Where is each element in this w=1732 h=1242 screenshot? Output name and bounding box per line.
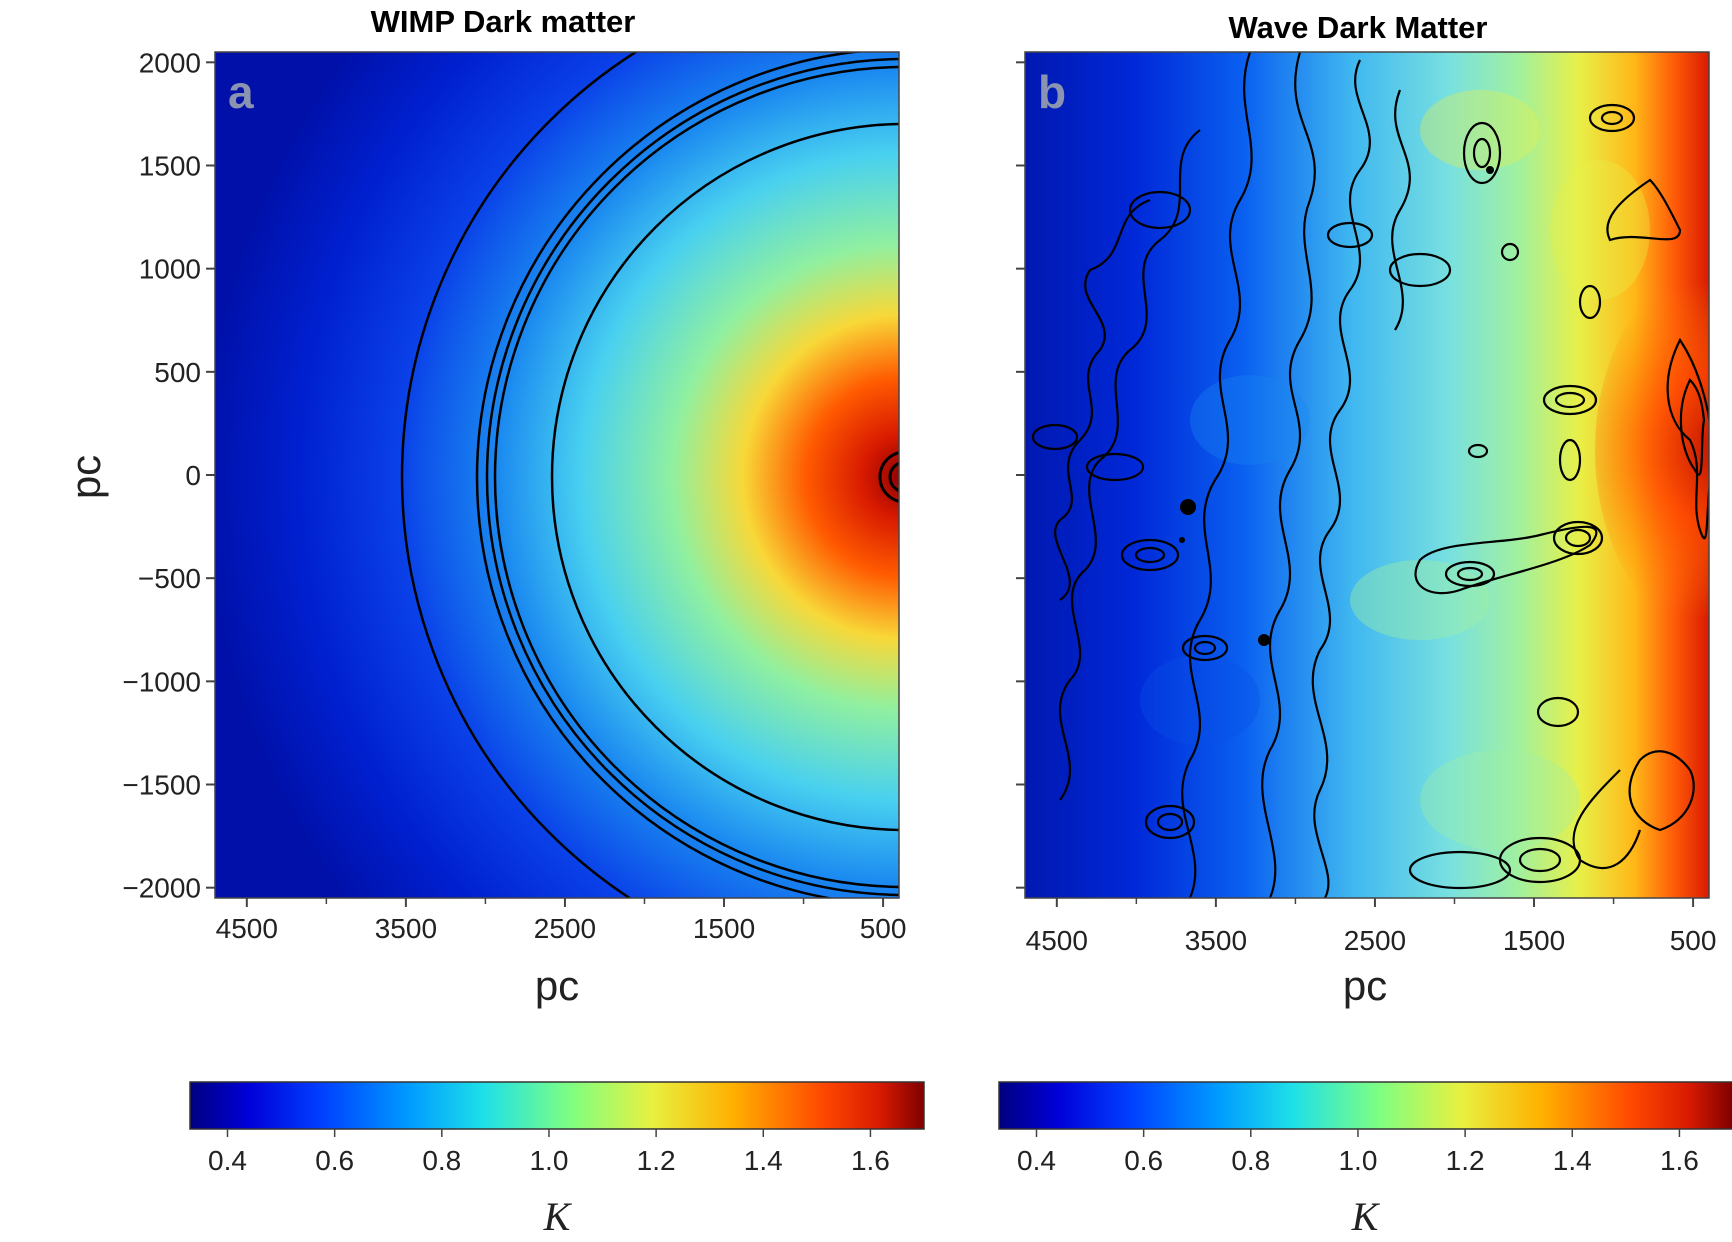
panel-a-title: WIMP Dark matter <box>371 4 636 39</box>
colorbar-tick-label: 1.4 <box>744 1145 783 1176</box>
y-tick-label: 1500 <box>139 150 201 181</box>
panel-a-x-axis: 4500 3500 2500 1500 500 <box>216 898 907 944</box>
colorbar-tick-label: 0.8 <box>1231 1145 1270 1176</box>
panel-b-y-axis <box>1016 61 1025 889</box>
x-tick-label: 4500 <box>216 913 278 944</box>
colorbar-a-gradient <box>189 1081 925 1130</box>
panel-b-title: Wave Dark Matter <box>1228 10 1487 45</box>
colorbar-tick-label: 0.4 <box>208 1145 247 1176</box>
x-tick-label: 3500 <box>375 913 437 944</box>
panel-b-xlabel: pc <box>1343 962 1387 1009</box>
panel-a-heatmap <box>215 52 899 898</box>
panel-a-contours <box>400 52 899 898</box>
colorbar-a-label: K <box>543 1194 573 1239</box>
panel-a-xlabel: pc <box>535 962 579 1009</box>
colorbar-tick-label: 1.0 <box>529 1145 568 1176</box>
panel-a-plot: a <box>214 51 900 899</box>
panel-a-ylabel: pc <box>62 455 109 499</box>
panel-a-label: a <box>228 66 254 118</box>
y-tick-label: −2000 <box>122 873 201 904</box>
colorbar-tick-label: 1.2 <box>1446 1145 1485 1176</box>
y-tick-label: 500 <box>154 357 201 388</box>
colorbar-tick-label: 0.4 <box>1017 1145 1056 1176</box>
colorbar-a: 0.4 0.6 0.8 1.0 1.2 1.4 1.6 K <box>189 1081 925 1239</box>
x-tick-label: 4500 <box>1026 925 1088 956</box>
panel-a-y-axis: 2000 1500 1000 500 0 −500 −1000 −1500 −2000 <box>122 47 215 904</box>
colorbar-tick-label: 1.6 <box>851 1145 890 1176</box>
x-tick-label: 3500 <box>1185 925 1247 956</box>
colorbar-b-label: K <box>1351 1194 1381 1239</box>
x-tick-label: 2500 <box>534 913 596 944</box>
y-tick-label: −1500 <box>122 770 201 801</box>
panel-b-plot: b <box>1024 51 1710 899</box>
y-tick-label: −500 <box>138 563 201 594</box>
y-tick-label: 2000 <box>139 47 201 78</box>
panel-b-x-axis: 4500 3500 2500 1500 500 <box>1026 898 1717 956</box>
y-tick-label: −1000 <box>122 666 201 697</box>
panel-b-contours <box>1031 52 1709 898</box>
colorbar-tick-label: 1.0 <box>1338 1145 1377 1176</box>
x-tick-label: 500 <box>1670 925 1717 956</box>
y-tick-label: 0 <box>185 460 201 491</box>
colorbar-a-ticks: 0.4 0.6 0.8 1.0 1.2 1.4 1.6 <box>208 1129 890 1176</box>
colorbar-b-gradient <box>998 1081 1732 1130</box>
y-tick-label: 1000 <box>139 254 201 285</box>
colorbar-tick-label: 0.8 <box>422 1145 461 1176</box>
x-tick-label: 1500 <box>1503 925 1565 956</box>
colorbar-b: 0.4 0.6 0.8 1.0 1.2 1.4 1.6 K <box>998 1081 1732 1239</box>
colorbar-b-ticks: 0.4 0.6 0.8 1.0 1.2 1.4 1.6 <box>1017 1129 1699 1176</box>
x-tick-label: 1500 <box>693 913 755 944</box>
x-tick-label: 2500 <box>1344 925 1406 956</box>
panel-b-label: b <box>1038 66 1066 118</box>
colorbar-tick-label: 0.6 <box>315 1145 354 1176</box>
colorbar-tick-label: 1.6 <box>1660 1145 1699 1176</box>
colorbar-tick-label: 0.6 <box>1124 1145 1163 1176</box>
colorbar-tick-label: 1.2 <box>637 1145 676 1176</box>
x-tick-label: 500 <box>860 913 907 944</box>
colorbar-tick-label: 1.4 <box>1553 1145 1592 1176</box>
